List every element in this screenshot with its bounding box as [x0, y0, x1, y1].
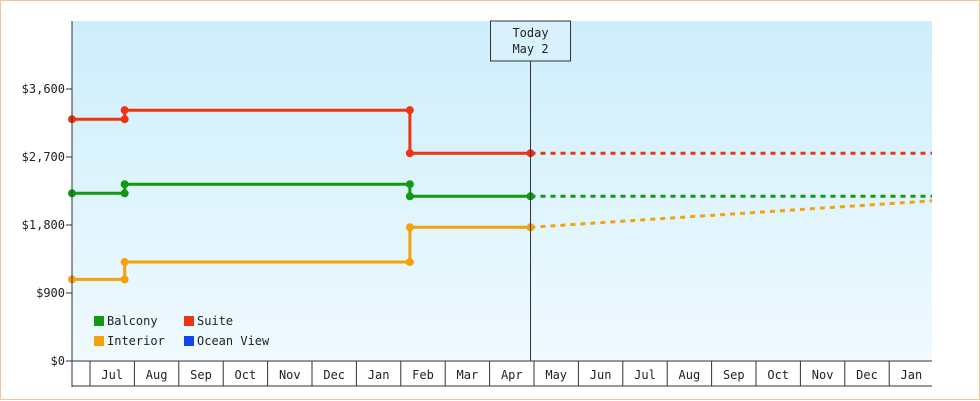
y-tick-label: $1,800 [22, 218, 65, 232]
series-point [120, 180, 129, 189]
legend-swatch [184, 316, 194, 326]
series-forecast-line [530, 199, 933, 229]
x-month-label: Jan [901, 368, 923, 382]
x-month-label: Dec [323, 368, 345, 382]
legend-swatch [94, 316, 104, 326]
x-month-label: Aug [679, 368, 701, 382]
plot-area [72, 21, 932, 361]
x-month-label: Feb [412, 368, 434, 382]
series-point [405, 258, 414, 267]
x-month-label: Jun [590, 368, 612, 382]
series-point [120, 106, 129, 115]
legend-item: Balcony [94, 314, 158, 328]
series-line [72, 225, 531, 281]
series-point [120, 115, 129, 124]
legend-label: Ocean View [197, 334, 270, 348]
series-line [72, 182, 531, 198]
today-date-label: May 2 [512, 42, 548, 56]
x-month-label: Jul [634, 368, 656, 382]
series-interior [68, 199, 933, 284]
x-month-label: Aug [146, 368, 168, 382]
x-month-label: Sep [190, 368, 212, 382]
x-month-label: Nov [279, 368, 301, 382]
series-point [120, 189, 129, 198]
today-label: Today [512, 26, 548, 40]
legend-item: Ocean View [184, 334, 270, 348]
x-month-label: Apr [501, 368, 523, 382]
x-month-label: Jan [368, 368, 390, 382]
x-month-label: Nov [812, 368, 834, 382]
series-point [405, 223, 414, 232]
x-month-label: Oct [767, 368, 789, 382]
y-tick-label: $3,600 [22, 82, 65, 96]
series-point [405, 149, 414, 158]
x-month-label: May [545, 368, 567, 382]
y-tick-label: $900 [36, 286, 65, 300]
today-box [490, 20, 572, 62]
series-point [405, 180, 414, 189]
series-point [120, 258, 129, 267]
series-point [120, 275, 129, 284]
legend-label: Balcony [107, 314, 158, 328]
series-point [405, 192, 414, 201]
legend-label: Interior [107, 334, 165, 348]
legend-label: Suite [197, 314, 233, 328]
legend-item: Interior [94, 334, 165, 348]
series-point [405, 106, 414, 115]
x-month-label: Oct [235, 368, 257, 382]
y-tick-label: $2,700 [22, 150, 65, 164]
y-tick-label: $0 [51, 354, 65, 368]
legend-item: Suite [184, 314, 233, 328]
legend-swatch [184, 336, 194, 346]
x-month-label: Dec [856, 368, 878, 382]
series-line [72, 108, 531, 155]
x-month-label: Sep [723, 368, 745, 382]
legend-swatch [94, 336, 104, 346]
x-month-label: Mar [457, 368, 479, 382]
x-month-label: Jul [101, 368, 123, 382]
